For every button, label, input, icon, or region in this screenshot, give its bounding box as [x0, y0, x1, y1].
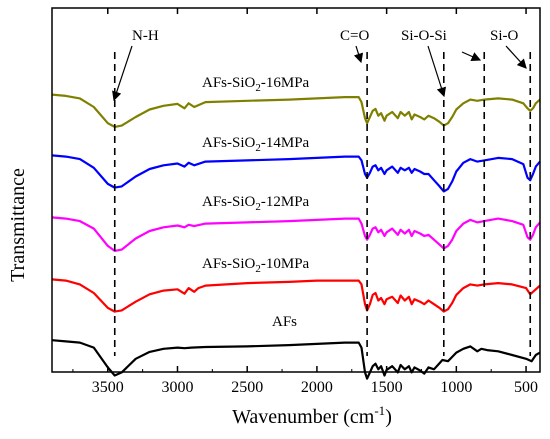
series-label-main: AFs-SiO [202, 135, 256, 151]
series-line-3 [51, 154, 541, 193]
series-labels: AFsAFs-SiO2-10MPaAFs-SiO2-12MPaAFs-SiO2-… [202, 75, 310, 330]
series-label-rest: -16MPa [261, 75, 310, 91]
plot-frame [51, 7, 541, 373]
x-axis-title-main: Wavenumber (cm [232, 406, 375, 428]
x-axis-title-sup: -1 [374, 403, 385, 418]
series-label-main: AFs [272, 314, 297, 330]
series-label-sub: 2 [255, 201, 261, 213]
series-label-sub: 2 [255, 263, 261, 275]
band-label-co: C=O [340, 28, 369, 44]
y-axis-title: Transmittance [7, 168, 29, 282]
series-label-main: AFs-SiO [202, 256, 256, 272]
series-label-main: AFs-SiO [202, 75, 256, 91]
band-label-sio: Si-O [490, 28, 519, 44]
band-arrow-sio [505, 45, 527, 69]
band-arrow-co [353, 45, 364, 64]
series-label-1: AFs-SiO2-10MPa [202, 256, 310, 275]
x-tick-label-1: 3000 [161, 379, 193, 396]
band-annotations: N-H C=O Si-O-Si Si-O [112, 28, 527, 102]
series-label-2: AFs-SiO2-12MPa [202, 194, 310, 213]
x-tick-label-6: 500 [514, 379, 538, 396]
band-arrow-sisi [427, 45, 447, 98]
x-axis-title: Wavenumber (cm-1) [232, 403, 392, 428]
series-line-2 [51, 216, 541, 252]
series-label-rest: -12MPa [261, 194, 310, 210]
axes: 3500 3000 2500 2000 1500 1000 500 [51, 7, 541, 396]
series-label-sub: 2 [255, 82, 261, 94]
band-arrow-nh [112, 45, 133, 102]
series-label-sub: 2 [255, 142, 261, 154]
x-tick-label-5: 1000 [440, 379, 472, 396]
x-tick-label-0: 3500 [92, 379, 124, 396]
series-label-3: AFs-SiO2-14MPa [202, 135, 310, 154]
x-axis-title-end: ) [385, 406, 392, 428]
series-label-rest: -14MPa [261, 135, 310, 151]
band-arrow-sisi-2 [461, 51, 482, 61]
x-tick-label-2: 2500 [231, 379, 263, 396]
series-line-0 [51, 339, 541, 380]
series-line-1 [51, 278, 541, 313]
band-label-sisi: Si-O-Si [401, 28, 447, 44]
band-label-nh: N-H [132, 28, 159, 44]
dashed-guides [113, 52, 532, 356]
series-line-4 [51, 93, 541, 128]
series-label-4: AFs-SiO2-16MPa [202, 75, 310, 94]
series-label-rest: -10MPa [261, 256, 310, 272]
series-label-0: AFs [272, 314, 297, 330]
x-tick-label-4: 1500 [371, 379, 403, 396]
x-tick-label-3: 2000 [301, 379, 333, 396]
series-label-main: AFs-SiO [202, 194, 256, 210]
